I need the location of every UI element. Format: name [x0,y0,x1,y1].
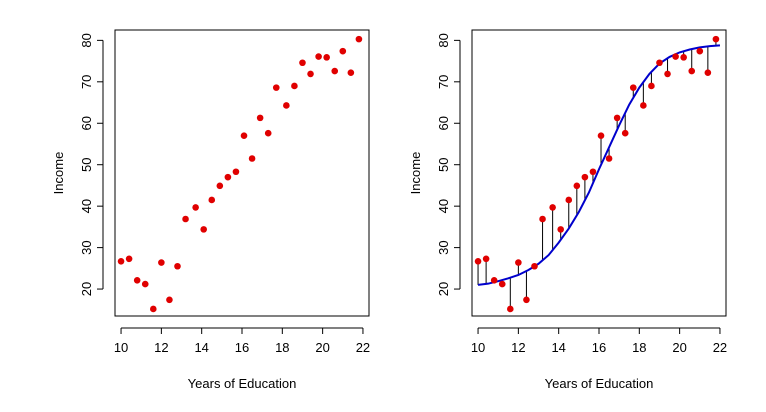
data-point [182,215,189,223]
x-tick-label: 16 [592,340,606,355]
x-tick-label: 20 [315,340,329,355]
data-point [240,132,248,139]
data-point [704,69,712,76]
data-point [323,54,330,61]
data-point [133,277,141,284]
data-point [291,82,298,90]
data-point [174,262,181,270]
data-point [515,259,522,266]
x-tick-label: 20 [672,340,686,355]
y-axis-label: Income [408,152,423,195]
data-point [150,305,157,313]
y-tick-label: 30 [79,240,94,254]
data-point [200,226,207,233]
data-point [299,59,306,67]
data-point [629,84,637,91]
x-tick-label: 10 [114,340,128,355]
y-tick-label: 80 [436,33,451,47]
x-axis-label: Years of Education [188,376,297,391]
data-point [355,35,363,43]
data-point [680,54,687,61]
x-tick-label: 10 [471,340,485,355]
data-point [507,305,514,313]
x-tick-label: 12 [154,340,168,355]
left-scatter-panel: 10 12 14 16 18 20 22 20 30 40 50 60 70 80 Years of Edu… [51,29,370,391]
data-point [648,82,655,90]
y-tick-label: 70 [79,75,94,89]
data-point [283,102,290,109]
data-point [307,70,314,78]
x-tick-label: 22 [713,340,727,355]
data-point [589,168,597,176]
data-point [565,196,573,204]
y-tick-label: 40 [436,199,451,213]
data-point [272,84,280,91]
plot-frame [114,29,370,317]
data-point [640,102,647,109]
y-tick-label: 20 [436,282,451,296]
y-tick-label: 40 [79,199,94,213]
data-point [573,182,581,190]
plot-frame [471,29,727,317]
data-point [474,257,482,265]
data-point [664,70,671,78]
data-point [339,47,347,55]
data-point [141,280,149,288]
y-tick-label: 30 [436,240,451,254]
data-point [498,280,506,288]
data-point [531,262,538,270]
y-tick-label: 20 [79,282,94,296]
x-axis-label: Years of Education [545,376,654,391]
x-tick-label: 14 [194,340,208,355]
data-point [216,182,224,190]
data-point [117,257,125,265]
data-point [539,215,546,223]
right-fit-panel: 10 12 14 16 18 20 22 20 30 40 50 60 70 80 Years of Edu… [408,29,727,391]
data-point [232,168,240,176]
data-point [712,35,720,43]
data-point [597,132,605,139]
data-point [158,259,165,266]
data-point [523,296,530,304]
data-point [224,173,232,181]
x-tick-label: 14 [551,340,565,355]
y-tick-label: 50 [79,157,94,171]
x-tick-label: 18 [632,340,646,355]
y-tick-label: 80 [79,33,94,47]
fit-curve [477,44,721,286]
data-point [192,204,199,211]
data-point [696,47,704,55]
data-point [208,196,216,204]
data-point [613,114,621,122]
data-point [248,155,256,162]
data-point [605,155,613,162]
data-point [581,173,589,181]
data-point [490,277,498,284]
data-point [549,204,556,211]
data-point [315,53,322,60]
data-point [672,53,679,60]
x-tick-label: 16 [235,340,249,355]
data-point [621,129,629,137]
y-axis-label: Income [51,152,66,195]
x-tick-label: 12 [511,340,525,355]
data-point [331,67,339,75]
data-point [557,226,564,233]
x-tick-label: 18 [275,340,289,355]
x-tick-label: 22 [356,340,370,355]
y-tick-label: 70 [436,75,451,89]
data-point [125,255,133,263]
y-tick-label: 60 [436,116,451,130]
data-point [688,67,696,75]
data-point [656,59,663,67]
data-point [482,255,490,263]
data-point [347,69,355,76]
y-tick-label: 60 [79,116,94,130]
y-tick-label: 50 [436,157,451,171]
data-point [256,114,264,122]
data-point [166,296,173,304]
data-point [264,129,272,137]
